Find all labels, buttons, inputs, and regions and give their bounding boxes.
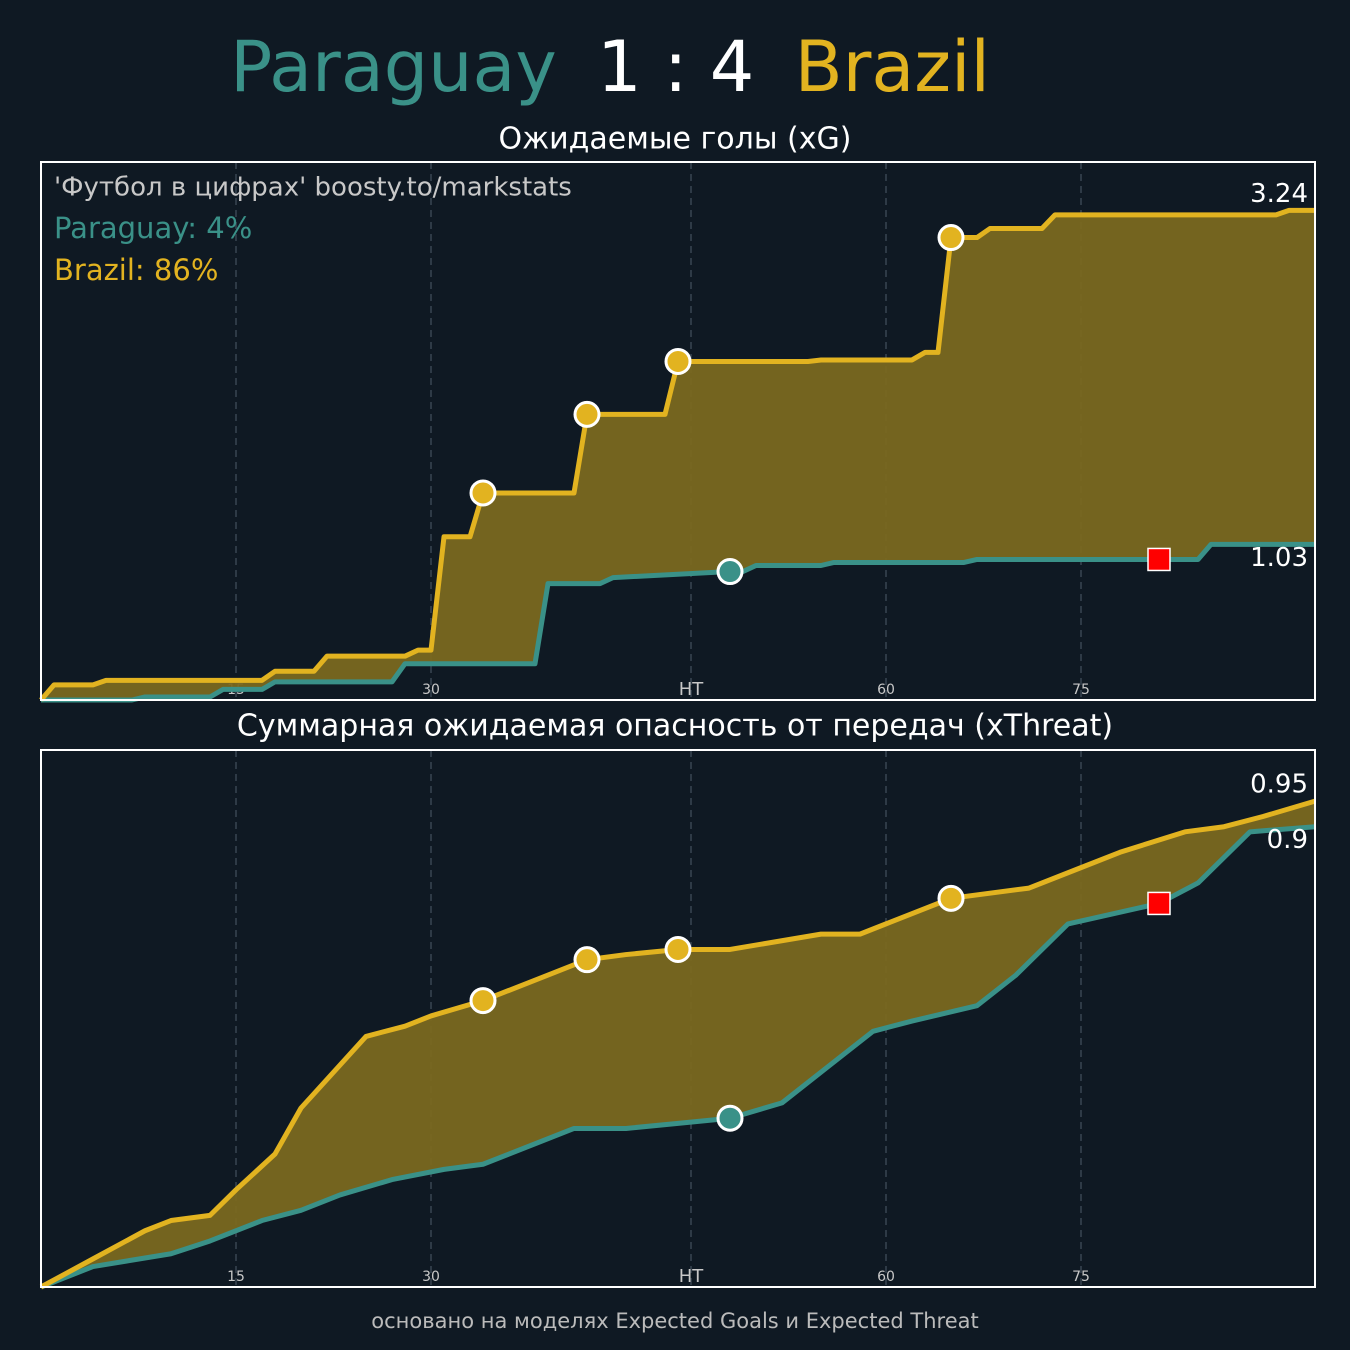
x-tick-label: 75 — [1072, 1269, 1090, 1285]
x-tick-label: 60 — [877, 1269, 895, 1285]
end-value-label: 0.95 — [1250, 770, 1308, 800]
chart-title: Суммарная ожидаемая опасность от передач… — [237, 709, 1113, 744]
goal-marker — [573, 946, 601, 974]
plot-frame — [40, 161, 1316, 701]
goal-marker — [469, 987, 497, 1015]
area-between — [41, 801, 1315, 1287]
x-tick-label: HT — [679, 1266, 705, 1287]
end-value-label: 1.03 — [1250, 543, 1308, 573]
annotation: Brazil: 86% — [54, 253, 218, 287]
chart-title: Ожидаемые голы (xG) — [499, 122, 852, 157]
home-score: 1 — [597, 26, 642, 108]
x-tick-label: 75 — [1072, 682, 1090, 698]
goal-marker — [716, 1104, 744, 1132]
end-value-label: 0.9 — [1267, 825, 1308, 855]
line — [41, 541, 1315, 703]
annotation: 'Футбол в цифрах' boosty.to/markstats — [54, 173, 572, 203]
red-card-marker — [1147, 547, 1171, 572]
x-tick-label: 30 — [422, 1269, 440, 1285]
goal-marker — [937, 884, 965, 912]
area-between — [41, 210, 1315, 700]
goal-marker — [664, 935, 692, 963]
goal-marker — [937, 224, 965, 252]
goal-marker — [573, 400, 601, 428]
home-team: Paraguay — [230, 26, 557, 108]
annotation: Paraguay: 4% — [54, 211, 252, 245]
line — [39, 798, 1316, 1290]
line — [40, 824, 1316, 1290]
x-tick-label: 15 — [227, 1269, 245, 1285]
footer: основано на моделях Expected Goals и Exp… — [371, 1309, 978, 1333]
red-card-marker — [1147, 891, 1171, 916]
x-tick-label: 30 — [422, 682, 440, 698]
x-tick-label: HT — [679, 679, 705, 700]
plot-frame — [40, 749, 1316, 1288]
goal-marker — [716, 558, 744, 586]
match-title: Paraguay 1 : 4 Brazil — [230, 26, 990, 108]
away-team: Brazil — [795, 26, 990, 108]
end-value-label: 3.24 — [1250, 179, 1308, 209]
score-separator: : — [664, 26, 710, 108]
away-score: 4 — [710, 26, 755, 108]
goal-marker — [469, 479, 497, 507]
goal-marker — [664, 347, 692, 375]
x-tick-label: 60 — [877, 682, 895, 698]
